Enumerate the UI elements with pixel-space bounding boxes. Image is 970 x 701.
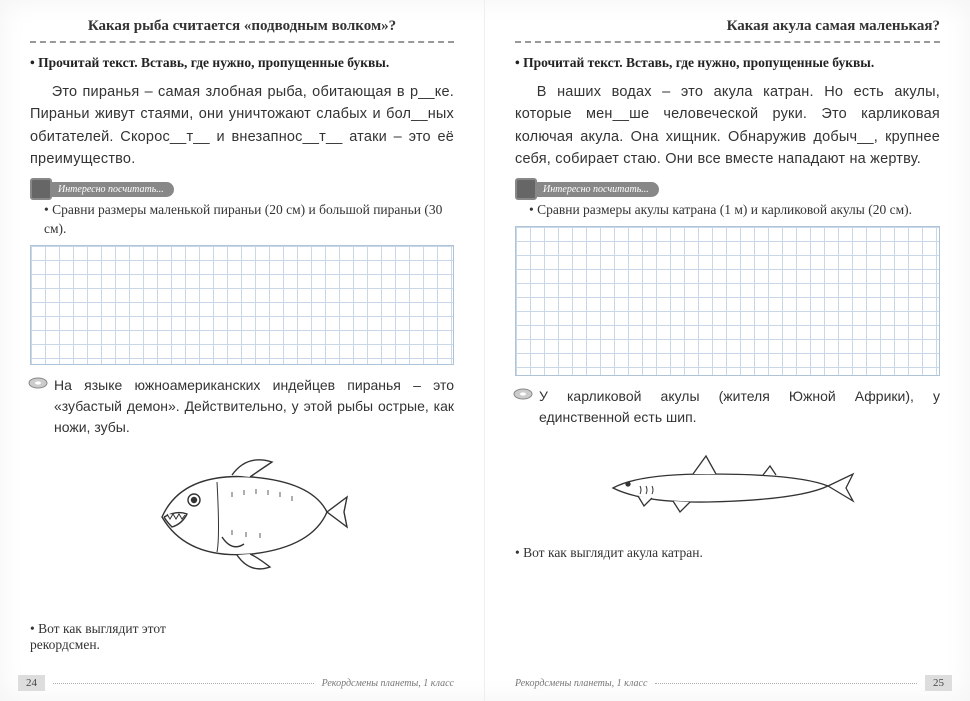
page-number-left: 24 (18, 675, 45, 691)
page-title-right: Какая акула самая маленькая? (515, 18, 940, 35)
divider-dashed-right (515, 41, 940, 43)
footer-text-right: Рекордсмены планеты, 1 класс (515, 678, 647, 689)
task-right: Сравни размеры акулы катрана (1 м) и кар… (515, 197, 940, 226)
footer-text-left: Рекордсмены планеты, 1 класс (322, 678, 454, 689)
task-left: Сравни размеры маленькой пираньи (20 см)… (30, 197, 454, 245)
calc-box-left: Интересно посчитать... Сравни размеры ма… (30, 179, 454, 365)
calc-box-right: Интересно посчитать... Сравни размеры ак… (515, 179, 940, 376)
fact-text-right: У карликовой акулы (жителя Южной Африки)… (539, 388, 940, 425)
tab-text-left: Интересно посчитать... (58, 184, 164, 195)
tab-label-right: Интересно посчитать... (521, 182, 659, 197)
tab-text-right: Интересно посчитать... (543, 184, 649, 195)
paragraph-left: Это пиранья – самая злобная рыба, обитаю… (30, 81, 454, 171)
calculator-icon (515, 178, 537, 200)
grid-area-left[interactable] (30, 245, 454, 365)
caption-right: Вот как выглядит акула катран. (515, 545, 940, 561)
instruction-right: Прочитай текст. Вставь, где нужно, пропу… (515, 55, 940, 71)
fact-text-left: На языке южноамериканских индейцев пиран… (54, 377, 454, 435)
divider-dashed (30, 41, 454, 43)
footer-right: Рекордсмены планеты, 1 класс 25 (515, 675, 952, 691)
fact-left: На языке южноамериканских индейцев пиран… (30, 375, 454, 438)
footer-dots (655, 683, 917, 684)
book-spread: Какая рыба считается «подводным волком»?… (0, 0, 970, 701)
instruction-left: Прочитай текст. Вставь, где нужно, пропу… (30, 55, 454, 71)
calculator-icon (30, 178, 52, 200)
footer-left: 24 Рекордсмены планеты, 1 класс (18, 675, 454, 691)
disc-icon (28, 375, 48, 391)
tab-label-left: Интересно посчитать... (36, 182, 174, 197)
piranha-svg (132, 442, 352, 582)
illustration-shark (515, 446, 940, 531)
fact-right: У карликовой акулы (жителя Южной Африки)… (515, 386, 940, 428)
page-number-right: 25 (925, 675, 952, 691)
footer-dots (53, 683, 314, 684)
paragraph-right: В наших водах – это акула катран. Но ест… (515, 81, 940, 171)
illustration-piranha (30, 442, 454, 587)
grid-area-right[interactable] (515, 226, 940, 376)
shark-svg (598, 446, 858, 526)
page-left: Какая рыба считается «подводным волком»?… (0, 0, 485, 701)
page-title-left: Какая рыба считается «подводным волком»? (30, 18, 454, 35)
disc-icon (513, 386, 533, 402)
page-right: Какая акула самая маленькая? Прочитай те… (485, 0, 970, 701)
caption-left: Вот как выглядит этот рекордсмен. (30, 621, 190, 653)
